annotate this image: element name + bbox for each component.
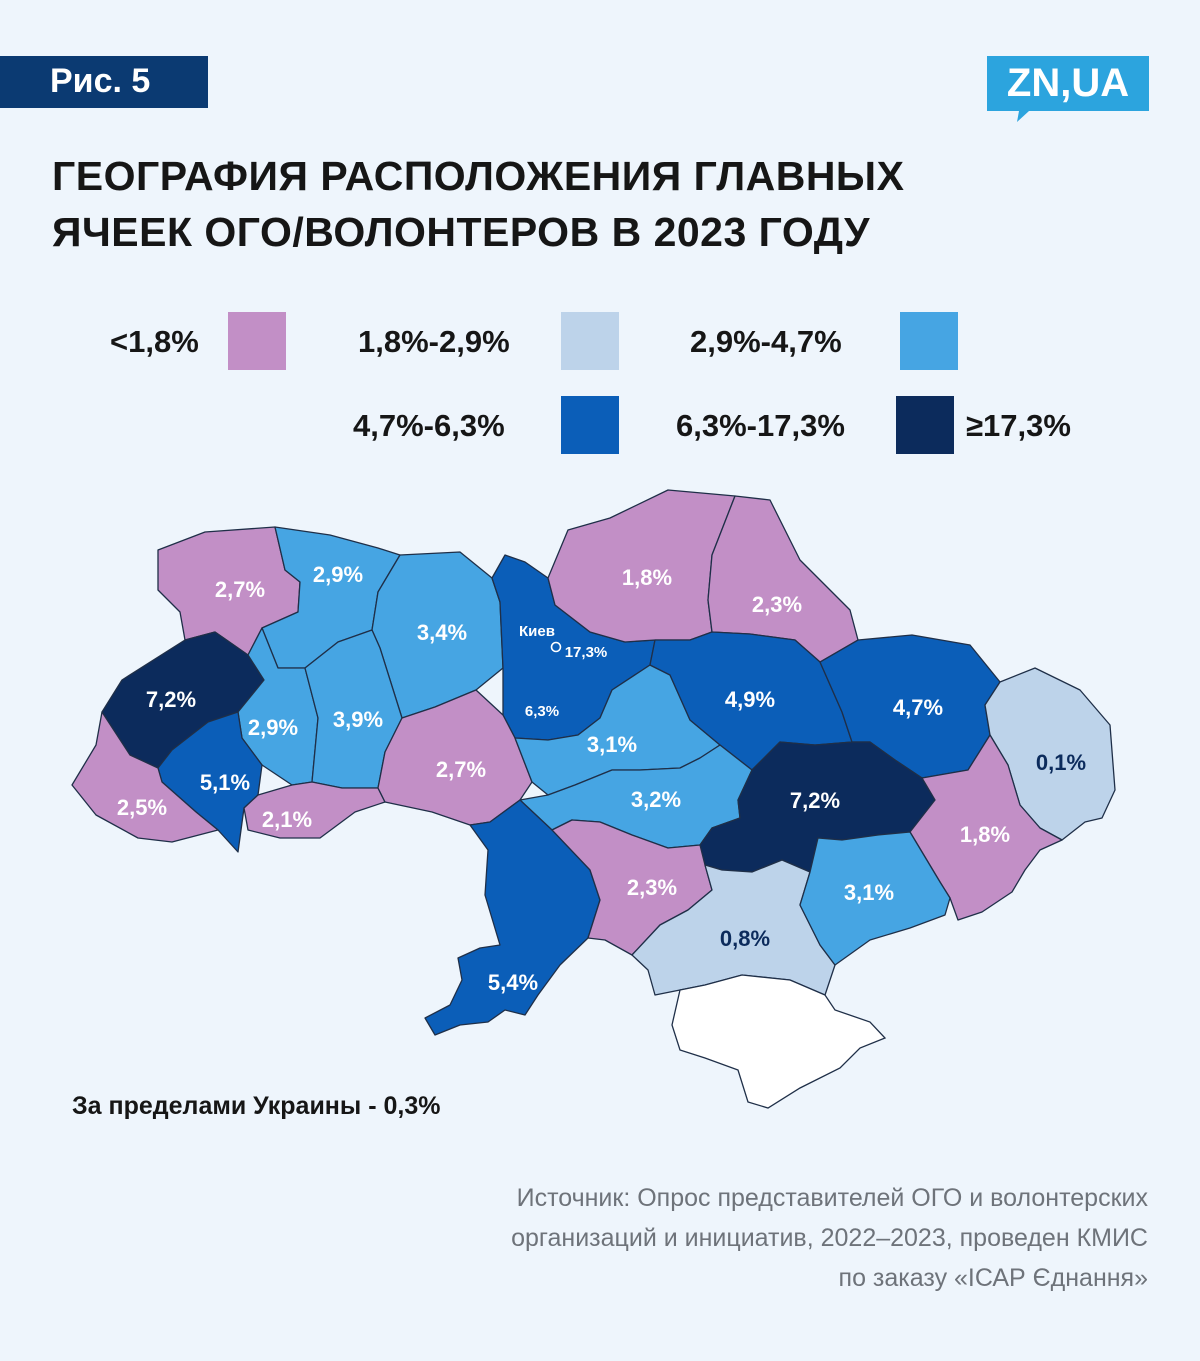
region-label-lviv: 7,2% [146, 687, 196, 712]
legend-label-4: 4,7%-6,3% [353, 408, 505, 443]
kyiv-city-name: Киев [519, 623, 555, 640]
title-line-2: ЯЧЕЕК ОГО/ВОЛОНТЕРОВ В 2023 ГОДУ [52, 209, 870, 255]
zn-ua-logo: ZN,UA [987, 56, 1149, 123]
abroad-note: За пределами Украины - 0,3% [72, 1092, 441, 1120]
region-label-donetsk: 1,8% [960, 822, 1010, 847]
region-label-volyn: 2,7% [215, 577, 265, 602]
region-label-dnipropetrovsk: 7,2% [790, 788, 840, 813]
source-line-1: Источник: Опрос представителей ОГО и вол… [516, 1184, 1148, 1212]
region-label-poltava: 4,9% [725, 687, 775, 712]
logo-text: ZN,UA [1007, 61, 1129, 105]
source-note: Источник: Опрос представителей ОГО и вол… [188, 1178, 1148, 1298]
region-label-rivne: 2,9% [313, 562, 363, 587]
region-zaporizhzhia[interactable] [799, 831, 951, 966]
legend-swatch-4 [561, 396, 619, 454]
legend-label-5: 6,3%-17,3% [676, 408, 845, 443]
region-label-chernivtsi: 2,1% [262, 807, 312, 832]
legend-swatch-2 [561, 312, 619, 370]
region-label-khmelnytskyi: 3,9% [333, 707, 383, 732]
kyiv-city-value: 17,3% [565, 644, 608, 661]
figure-label: Рис. 5 [50, 62, 151, 100]
region-label-kharkiv: 4,7% [893, 695, 943, 720]
region-label-kherson: 0,8% [720, 926, 770, 951]
region-label-zaporizhzhia: 3,1% [844, 880, 894, 905]
legend-label-2: 1,8%-2,9% [358, 324, 510, 359]
source-line-3: по заказу «ІСАР Єднання» [838, 1264, 1148, 1292]
region-label-cherkasy: 3,1% [587, 732, 637, 757]
region-label-kirovohrad: 3,2% [631, 787, 681, 812]
title-line-1: ГЕОГРАФИЯ РАСПОЛОЖЕНИЯ ГЛАВНЫХ [52, 153, 905, 199]
region-label-zakarpattia: 2,5% [117, 795, 167, 820]
region-zakarpattia[interactable] [71, 711, 219, 843]
region-label-kyiv: 6,3% [525, 703, 559, 720]
legend-label-1: <1,8% [110, 324, 199, 359]
region-label-sumy: 2,3% [752, 592, 802, 617]
figure-label-badge: Рис. 5 [0, 56, 208, 108]
legend-swatch-3 [900, 312, 958, 370]
region-label-zhytomyr: 3,4% [417, 620, 467, 645]
region-label-chernihiv: 1,8% [622, 565, 672, 590]
source-line-2: организаций и инициатив, 2022–2023, пров… [511, 1224, 1148, 1252]
ukraine-map: 2,7% 2,9% 3,4% 6,3% 1,8% 2,3% 7,2% 2,9% … [0, 480, 1200, 1140]
legend-swatch-5 [896, 396, 954, 454]
region-chernivtsi[interactable] [243, 781, 386, 839]
legend-swatch-1 [228, 312, 286, 370]
region-label-luhansk: 0,1% [1036, 750, 1086, 775]
region-label-odesa: 5,4% [488, 970, 538, 995]
page-title: ГЕОГРАФИЯ РАСПОЛОЖЕНИЯ ГЛАВНЫХ ЯЧЕЕК ОГО… [52, 148, 1152, 260]
region-label-vinnytsia: 2,7% [436, 757, 486, 782]
region-crimea[interactable] [671, 974, 887, 1109]
legend-label-6: ≥17,3% [966, 408, 1071, 443]
legend-label-3: 2,9%-4,7% [690, 324, 842, 359]
kyiv-city-marker[interactable] [550, 641, 562, 653]
region-label-ternopil: 2,9% [248, 715, 298, 740]
region-label-ivano-frankivsk: 5,1% [200, 770, 250, 795]
region-label-mykolaiv: 2,3% [627, 875, 677, 900]
